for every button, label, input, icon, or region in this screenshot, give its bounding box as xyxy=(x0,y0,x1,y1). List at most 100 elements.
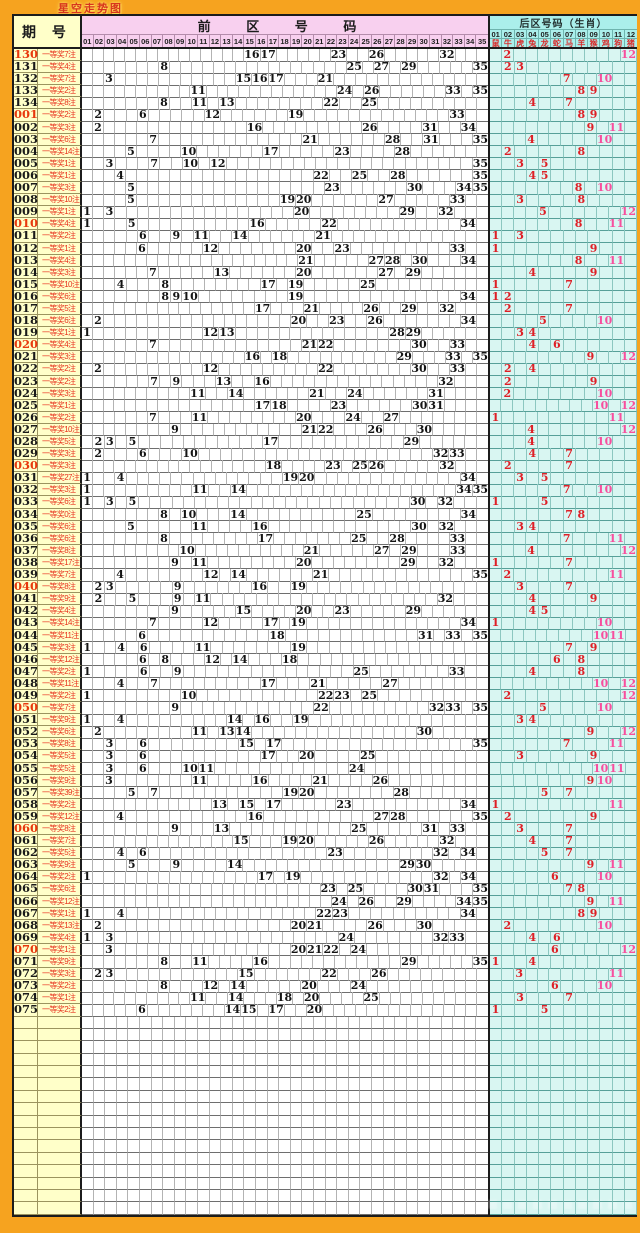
front-cell xyxy=(160,907,172,921)
back-cell: 12 xyxy=(620,398,637,413)
front-cell: 11 xyxy=(191,410,209,425)
front-cell xyxy=(449,847,461,860)
back-col-number: 02 xyxy=(502,29,515,38)
front-cell xyxy=(312,145,324,159)
back-cell xyxy=(539,145,552,159)
front-cell xyxy=(222,254,234,268)
front-cell xyxy=(290,520,302,534)
back-cell xyxy=(526,375,539,389)
front-cell xyxy=(395,1103,407,1116)
front-cell xyxy=(371,375,383,389)
front-cell: 27 xyxy=(378,193,395,207)
front-cell xyxy=(206,436,218,449)
back-cell xyxy=(490,520,503,534)
front-number-grid xyxy=(82,1053,488,1067)
back-cell xyxy=(514,593,527,606)
back-cell xyxy=(563,1016,576,1029)
prize-label: 一等奖9注 xyxy=(38,714,82,727)
prize-label: 一等奖2注 xyxy=(38,1004,82,1017)
front-cell xyxy=(293,798,304,812)
back-cell: 5 xyxy=(539,847,552,860)
front-cell xyxy=(268,423,280,437)
back-cell xyxy=(539,1066,552,1079)
front-cell xyxy=(93,653,105,667)
back-cell xyxy=(539,520,552,534)
front-cell xyxy=(126,169,138,183)
front-cell xyxy=(299,351,310,364)
front-cell: 32 xyxy=(433,846,450,860)
front-cell xyxy=(136,943,148,957)
front-cell xyxy=(93,1152,106,1166)
front-cell xyxy=(461,133,473,147)
front-cell xyxy=(198,1053,210,1067)
back-cell: 10 xyxy=(596,701,614,715)
front-cell xyxy=(345,327,357,340)
back-cell: 3 xyxy=(514,61,527,74)
table-row: 009 一等奖1注 1 3 20 29 32 5 12 xyxy=(14,205,637,219)
front-cell xyxy=(172,436,184,449)
front-cell: 31 xyxy=(422,822,439,836)
front-cell xyxy=(158,266,170,280)
front-cell: 29 xyxy=(403,435,421,449)
front-cell xyxy=(93,1165,106,1178)
prize-label: 一等奖3注 xyxy=(38,484,82,497)
back-number-grid: 1 11 xyxy=(488,412,637,425)
front-cell xyxy=(301,871,313,884)
front-cell xyxy=(114,460,126,473)
back-cell xyxy=(625,254,637,268)
front-cell xyxy=(438,290,450,304)
front-cell xyxy=(453,1066,465,1079)
front-cell xyxy=(254,968,266,981)
front-cell xyxy=(312,194,324,207)
front-cell xyxy=(476,968,488,981)
front-cell xyxy=(202,1004,214,1017)
front-number-grid: 11 14 21 24 31 xyxy=(82,388,488,401)
front-cell: 29 xyxy=(405,265,423,280)
front-cell xyxy=(114,97,126,110)
front-cell xyxy=(423,895,435,909)
back-cell xyxy=(563,375,576,389)
back-cell: 10 xyxy=(596,483,614,497)
front-cell xyxy=(182,786,194,800)
front-cell xyxy=(158,145,170,159)
front-cell xyxy=(163,1016,175,1029)
back-cell: 2 xyxy=(502,146,515,159)
front-cell xyxy=(270,230,282,243)
front-cell xyxy=(249,907,261,921)
zodiac-label: 龙 xyxy=(539,38,552,47)
back-cell xyxy=(600,375,613,389)
front-cell xyxy=(409,786,422,800)
front-cell xyxy=(136,399,147,413)
front-cell xyxy=(439,956,451,969)
front-cell xyxy=(279,1090,291,1104)
back-cell xyxy=(490,1016,503,1029)
back-cell xyxy=(575,1103,588,1116)
front-cell xyxy=(219,508,231,522)
period-number xyxy=(14,1090,38,1104)
front-cell xyxy=(179,460,191,473)
front-cell xyxy=(221,1103,233,1116)
back-cell xyxy=(514,1016,527,1029)
back-cell xyxy=(490,85,503,98)
table-row: 024 一等奖3注 11 14 21 24 31 2 10 xyxy=(14,387,637,401)
back-cell xyxy=(501,399,513,413)
front-cell xyxy=(280,133,292,147)
back-number-grid xyxy=(488,1189,637,1203)
front-cell xyxy=(180,423,192,437)
front-cell: 3 xyxy=(104,968,116,981)
back-cell xyxy=(490,629,502,642)
front-cell xyxy=(128,1152,140,1166)
front-cell xyxy=(186,1152,198,1166)
front-cell xyxy=(282,847,294,860)
front-cell xyxy=(232,448,244,461)
back-cell xyxy=(539,1016,552,1029)
front-cell xyxy=(433,327,445,340)
front-cell xyxy=(191,871,203,884)
front-cell: 33 xyxy=(445,701,462,715)
prize-label: 一等奖1注 xyxy=(38,242,82,255)
front-cell xyxy=(140,1165,152,1178)
front-cell xyxy=(271,835,283,848)
front-cell: 28 xyxy=(384,253,402,268)
front-cell xyxy=(225,61,237,74)
